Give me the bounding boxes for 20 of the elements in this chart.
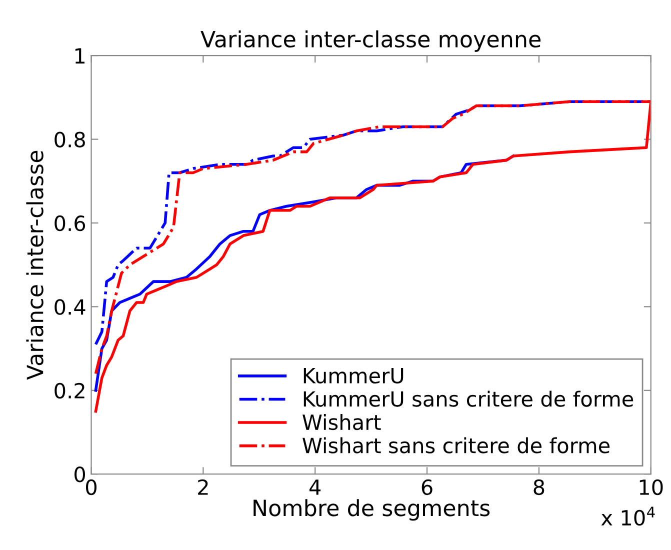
x-axis-title: Nombre de segments	[254, 499, 490, 521]
text: x 10$^{4}$	[601, 506, 655, 526]
y-tick-label: 0.2	[54, 382, 84, 399]
y-tick-label: 0.4	[54, 299, 86, 315]
chart-title: Variance inter-classe moyenne	[200, 30, 541, 52]
x-tick-label: 0	[86, 479, 96, 496]
y-tick-label: 0.6	[54, 215, 86, 232]
x-tick-label: 2	[198, 479, 208, 495]
y-tick-label: 0.8	[54, 132, 85, 148]
y-tick-label: 1	[75, 48, 84, 64]
legend-label: KummerU	[304, 368, 404, 384]
x-tick-label: 10	[640, 479, 663, 496]
legend-label: Wishart	[302, 414, 381, 430]
legend-label: KummerU sans critere de forme	[304, 390, 634, 407]
x-tick-label: 4	[309, 480, 321, 495]
y-tick-label: 0	[74, 466, 86, 482]
x-tick-label: 8	[534, 479, 544, 496]
legend-label: Wishart sans critere de forme	[302, 437, 610, 454]
x-tick-label: 6	[422, 479, 432, 496]
y-axis-title: Variance inter-classe	[26, 150, 44, 380]
